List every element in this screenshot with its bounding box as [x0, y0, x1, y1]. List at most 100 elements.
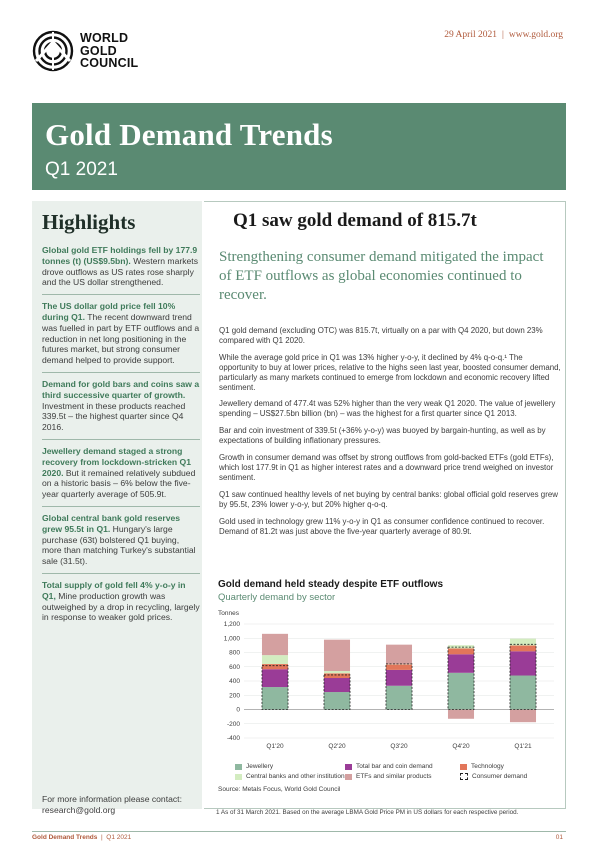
highlight-text: The recent downward trend was fuelled in… — [42, 311, 200, 366]
bar-segment — [323, 671, 351, 674]
highlight-item: Total supply of gold fell 4% y-o-y in Q1… — [42, 580, 200, 629]
x-tick-label: Q4'20 — [452, 743, 470, 750]
bar-segment — [509, 709, 537, 723]
bar-segment — [323, 678, 351, 693]
bar-segment — [323, 692, 351, 710]
footnote: 1 As of 31 March 2021. Based on the aver… — [216, 809, 519, 816]
report-period: Q1 2021 — [45, 159, 118, 180]
body-paragraph: Growth in consumer demand was offset by … — [219, 453, 554, 482]
logo-wordmark: WORLD GOLD COUNCIL — [80, 31, 139, 71]
body-paragraph: Gold used in technology grew 11% y-o-y i… — [219, 516, 545, 536]
bar-segment — [447, 648, 475, 655]
highlight-text: But it remained relatively subdued on a … — [42, 467, 196, 500]
legend-label: Technology — [471, 763, 504, 770]
chart-title: Gold demand held steady despite ETF outf… — [218, 579, 444, 590]
highlight-text: Western markets drove outflows as US rat… — [42, 255, 198, 288]
y-tick-label: -400 — [227, 735, 240, 742]
chart-source: Source: Metals Focus, World Gold Council — [218, 786, 341, 793]
highlights-list: Global gold ETF holdings fell by 177.9 t… — [42, 245, 200, 635]
legend-swatch — [345, 773, 352, 780]
y-tick-label: 800 — [229, 650, 240, 657]
highlight-lead: Global central bank gold reserves grew 9… — [42, 512, 181, 534]
highlight-lead: Demand for gold bars and coins saw a thi… — [42, 378, 200, 400]
body-paragraph: Q1 gold demand (excluding OTC) was 815.7… — [219, 326, 543, 345]
x-tick-label: Q1'21 — [514, 743, 532, 750]
bar-segment — [509, 645, 537, 652]
lead-paragraph: Strengthening consumer demand mitigated … — [219, 249, 544, 303]
body-paragraph: Q1 saw continued healthy levels of net b… — [219, 489, 558, 509]
highlight-lead: Global gold ETF holdings fell by 177.9 t… — [42, 245, 198, 266]
highlights-sidebar: Highlights Global gold ETF holdings fell… — [32, 201, 202, 815]
legend-swatch — [235, 773, 242, 780]
bar-segment — [447, 654, 475, 673]
bar-segment — [385, 669, 413, 686]
wgc-logo: WORLD GOLD COUNCIL — [32, 30, 138, 72]
consumer-demand-outline — [447, 646, 475, 710]
y-tick-label: 1,000 — [224, 635, 241, 642]
y-axis-label: Tonnes — [218, 610, 240, 617]
highlight-lead: The US dollar gold price fell 10% during… — [42, 301, 176, 322]
highlight-lead: Total supply of gold fell 4% y-o-y in Q1… — [42, 579, 186, 601]
bar-segment — [447, 709, 475, 719]
main-panel — [204, 201, 566, 809]
legend-item: Technology — [460, 763, 504, 770]
legend-item: Total bar and coin demand — [345, 763, 433, 770]
legend-swatch — [345, 763, 352, 770]
legend-item: ETFs and similar products — [345, 773, 432, 780]
highlights-heading: Highlights — [42, 210, 136, 234]
title-banner: Gold Demand Trends Q1 2021 — [32, 103, 566, 190]
y-tick-label: 600 — [229, 664, 240, 671]
highlight-item: The US dollar gold price fell 10% during… — [42, 301, 200, 373]
bar-segment — [385, 685, 413, 710]
x-tick-label: Q1'20 — [266, 743, 284, 750]
legend-item: Central banks and other institutions — [235, 773, 348, 780]
bar-segment — [385, 644, 413, 665]
legend-label: Central banks and other institutions — [246, 773, 348, 780]
bar-segment — [323, 639, 351, 672]
y-tick-label: 200 — [229, 692, 240, 699]
bar-segment — [261, 655, 289, 665]
x-tick-label: Q3'20 — [390, 743, 408, 750]
y-tick-label: -200 — [227, 721, 240, 728]
highlight-text: Hungary's large purchase (63t) bolstered… — [42, 523, 196, 567]
x-tick-label: Q2'20 — [328, 743, 346, 750]
globe-logo-icon — [32, 30, 74, 72]
highlight-item: Jewellery demand staged a strong recover… — [42, 446, 200, 507]
y-tick-label: 400 — [229, 678, 240, 685]
bar-segment — [323, 673, 351, 679]
bar-segment — [261, 664, 289, 670]
highlight-text: Mine production growth was outweighed by… — [42, 590, 200, 623]
bar-segment — [447, 645, 475, 649]
legend-swatch — [460, 763, 467, 770]
legend-label: Total bar and coin demand — [356, 763, 433, 770]
highlight-item: Global gold ETF holdings fell by 177.9 t… — [42, 245, 200, 296]
demand-chart: Tonnes -400 -200 0 200 400 600 800 1,000 1,200 Q1'… — [218, 610, 554, 750]
body-paragraph: Jewellery demand of 477.4t was 52% highe… — [219, 399, 556, 419]
footer-rule — [32, 831, 566, 832]
bar-segment — [509, 675, 537, 710]
bar-segment — [447, 672, 475, 710]
body-paragraph: While the average gold price in Q1 was 1… — [219, 352, 561, 392]
y-tick-label: 1,200 — [224, 621, 241, 628]
legend-label: ETFs and similar products — [356, 773, 432, 780]
website-link[interactable]: www.gold.org — [508, 30, 563, 40]
contact-email[interactable]: research@gold.org — [42, 805, 116, 815]
bar-segment — [385, 664, 413, 670]
legend-swatch — [460, 773, 468, 780]
contact-info: For more information please contact: res… — [42, 794, 200, 816]
chart-subtitle: Quarterly demand by sector — [218, 592, 336, 603]
legend-label: Consumer demand — [472, 773, 528, 780]
highlight-lead: Jewellery demand staged a strong recover… — [42, 445, 192, 478]
legend-label: Jewellery — [246, 763, 274, 770]
footer-title: Gold Demand Trends | Q1 2021 — [32, 834, 132, 841]
bar-segment — [261, 633, 289, 656]
body-text: Q1 gold demand (excluding OTC) was 815.7… — [219, 326, 561, 543]
legend-item: Jewellery — [235, 763, 273, 770]
highlight-item: Global central bank gold reserves grew 9… — [42, 513, 200, 574]
legend-item: Consumer demand — [460, 773, 527, 780]
legend-swatch — [235, 763, 242, 770]
header-meta: 29 April 2021 | www.gold.org — [444, 30, 563, 40]
page-number: 01 — [555, 834, 563, 841]
report-title: Gold Demand Trends — [45, 117, 333, 152]
consumer-demand-outline — [323, 674, 351, 710]
